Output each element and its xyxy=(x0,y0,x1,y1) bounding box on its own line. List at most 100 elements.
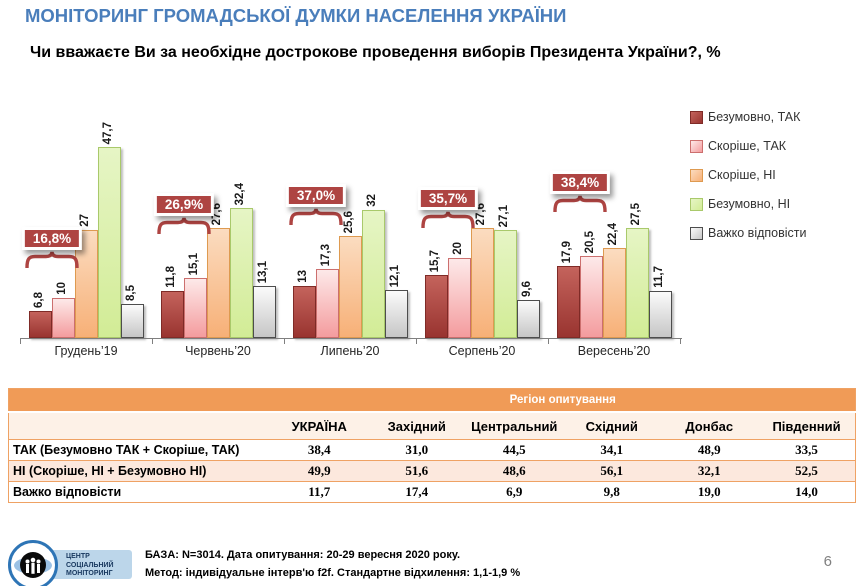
question-subtitle: Чи вважаєте Ви за необхідне дострокове п… xyxy=(30,44,721,61)
bar-bezumovno-ni xyxy=(230,208,253,338)
page-title: МОНІТОРИНГ ГРОМАДСЬКОЇ ДУМКИ НАСЕЛЕННЯ У… xyxy=(25,5,567,26)
legend-item-vazhko: Важко відповісти xyxy=(690,226,807,240)
logo-line: СОЦІАЛЬНИЙ xyxy=(66,561,114,569)
table-cell: 14,0 xyxy=(795,484,818,499)
table-cell: 19,0 xyxy=(697,484,721,499)
table-cell: 49,9 xyxy=(307,463,331,478)
legend-label: Скоріше, ТАК xyxy=(708,139,787,153)
table-band-row: Регіон опитування xyxy=(8,388,856,413)
bar-bezumovno-ni xyxy=(362,210,385,338)
bar-skorishe-tak xyxy=(184,278,207,338)
legend-label: Безумовно, НІ xyxy=(708,197,791,211)
brace-icon xyxy=(553,195,607,212)
bar-skorishe-ni xyxy=(471,228,494,338)
column-header: Центральний xyxy=(471,418,558,434)
bar-value-label: 27 xyxy=(79,214,91,227)
table-cell: 17,4 xyxy=(405,484,429,499)
callout-value: 35,7% xyxy=(420,190,476,207)
logo-line: ЦЕНТР xyxy=(66,553,90,560)
bar-bezumovno-tak xyxy=(425,275,448,338)
column-header: Західний xyxy=(387,418,446,434)
region-table: Регіон опитування УКРАЇНА Західний Централ… xyxy=(8,388,856,503)
callout: 38,4% xyxy=(549,171,611,194)
bar-value-label: 11,7 xyxy=(653,266,665,288)
bar-skorishe-ni xyxy=(75,230,98,338)
table-cell: 6,9 xyxy=(506,484,523,499)
legend-swatch-icon xyxy=(690,139,703,153)
bar-value-label: 20 xyxy=(452,242,464,255)
bar-skorishe-tak xyxy=(316,269,339,338)
table-cell: 31,0 xyxy=(405,442,429,457)
table-band-label: Регіон опитування xyxy=(270,388,856,413)
table-cell: 51,6 xyxy=(405,463,429,478)
bar-skorishe-tak xyxy=(580,256,603,338)
table-row: НІ (Скоріше, НІ + Безумовно НІ) 49,9 51,6 4… xyxy=(8,460,856,482)
logo-text: ЦЕНТР СОЦІАЛЬНИЙ МОНІТОРИНГ xyxy=(66,553,114,579)
table-cell: 9,8 xyxy=(603,484,620,499)
bar-skorishe-ni xyxy=(339,236,362,338)
table-cell: 52,5 xyxy=(795,463,818,478)
bar-value-label: 13 xyxy=(297,270,309,283)
callout: 37,0% xyxy=(285,183,347,207)
table-cell: 38,4 xyxy=(307,442,331,457)
bar-bezumovno-tak xyxy=(161,291,184,338)
table-row: Важко відповісти 11,7 17,4 6,9 9,8 19,0 14,0 xyxy=(8,481,856,503)
legend-item-skorishe-ni: Скоріше, НІ xyxy=(690,168,807,182)
bar-value-label: 22,4 xyxy=(607,222,619,245)
brace-icon xyxy=(157,217,211,234)
axis-tick xyxy=(416,339,417,344)
legend-swatch-icon xyxy=(690,197,703,211)
brace-icon xyxy=(25,251,79,268)
bar-value-label: 27,5 xyxy=(630,202,642,225)
category-label: Грудень’19 xyxy=(54,344,118,358)
legend-label: Скоріше, НІ xyxy=(708,168,776,182)
base-line-2: Метод: індивідуальне інтерв'ю f2f. Станд… xyxy=(145,566,521,579)
table-cell: 32,1 xyxy=(697,463,721,478)
bar-bezumovno-tak xyxy=(29,311,52,338)
callout: 26,9% xyxy=(153,192,215,216)
logo-line: МОНІТОРИНГ xyxy=(66,570,113,578)
bar-value-label: 10 xyxy=(56,282,68,295)
callout-value: 37,0% xyxy=(288,186,344,204)
x-axis xyxy=(20,338,682,339)
legend-item-bezumovno-tak: Безумовно, ТАК xyxy=(690,110,807,124)
axis-tick xyxy=(284,339,285,344)
column-header: Східний xyxy=(585,418,638,434)
base-line-1: БАЗА: N=3014. Дата опитування: 20-29 вер… xyxy=(145,549,461,561)
bar-value-label: 25,6 xyxy=(343,210,355,233)
logo-circle-icon xyxy=(8,540,58,586)
bar-bezumovno-ni xyxy=(494,230,517,338)
legend-swatch-icon xyxy=(690,168,703,182)
callout: 16,8% xyxy=(21,227,83,250)
bar-bezumovno-tak xyxy=(293,286,316,338)
table-row: ТАК (Безумовно ТАК + Скоріше, ТАК) 38,4 31… xyxy=(8,439,856,461)
survey-base-note: БАЗА: N=3014. Дата опитування: 20-29 вер… xyxy=(145,547,520,582)
axis-tick xyxy=(680,339,681,344)
bar-value-label: 15,1 xyxy=(188,252,200,275)
bar-value-label: 9,6 xyxy=(521,281,533,297)
bar-bezumovno-ni xyxy=(626,228,649,338)
page-number: 6 xyxy=(823,553,832,570)
bar-value-label: 11,8 xyxy=(165,266,177,288)
axis-tick xyxy=(548,339,549,344)
bar-vazhko xyxy=(517,300,540,338)
bar-vazhko xyxy=(385,290,408,338)
row-label: ТАК (Безумовно ТАК + Скоріше, ТАК) xyxy=(13,443,240,457)
category-label: Вересень’20 xyxy=(577,344,651,358)
legend-label: Важко відповісти xyxy=(708,226,807,240)
column-header: Південний xyxy=(772,418,841,434)
category-label: Липень’20 xyxy=(320,344,380,358)
table-cell: 33,5 xyxy=(795,442,818,457)
row-label: НІ (Скоріше, НІ + Безумовно НІ) xyxy=(13,464,207,478)
bar-value-label: 12,1 xyxy=(389,264,401,287)
legend-item-skorishe-tak: Скоріше, ТАК xyxy=(690,139,807,153)
callout: 35,7% xyxy=(417,187,479,210)
table-cell: 11,7 xyxy=(308,484,331,499)
axis-tick xyxy=(20,339,21,344)
bar-value-label: 20,5 xyxy=(584,230,596,253)
people-icon xyxy=(20,552,46,578)
bar-value-label: 32,4 xyxy=(234,182,246,205)
row-label: Важко відповісти xyxy=(13,485,122,499)
category-label: Серпень’20 xyxy=(448,344,516,358)
table-column-headers: УКРАЇНА Західний Центральний Східний Донбас П… xyxy=(8,412,856,440)
